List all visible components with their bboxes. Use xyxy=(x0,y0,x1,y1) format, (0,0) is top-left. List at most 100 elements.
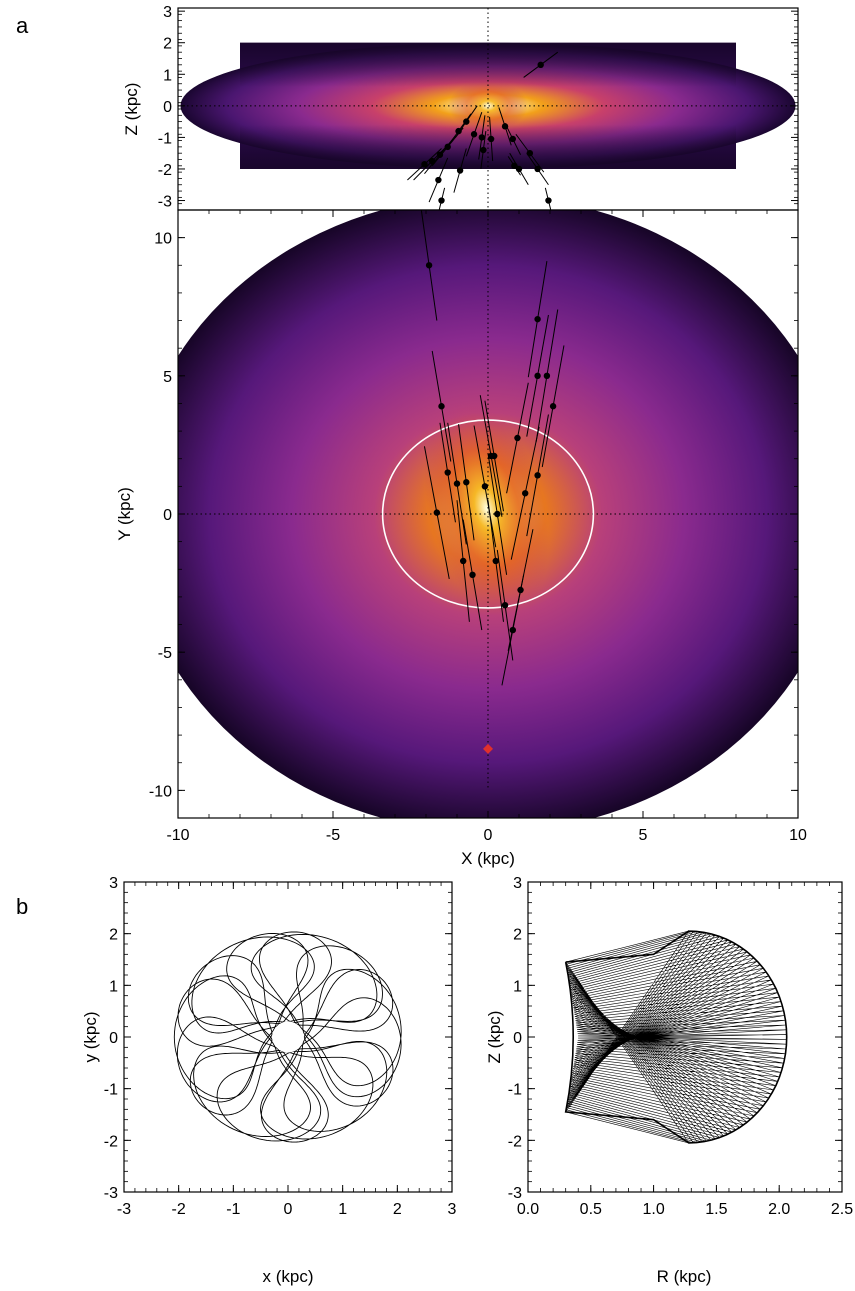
x-tick-label: 2 xyxy=(393,1201,402,1218)
data-point xyxy=(501,602,509,609)
x-tick-label: 2.5 xyxy=(831,1201,853,1218)
density-map-bar xyxy=(424,400,549,617)
x-tick-label: 1.5 xyxy=(705,1201,727,1218)
y-axis: 3 2 1 0 -1 -2 -3 xyxy=(158,4,798,211)
x-tick-label: 2.0 xyxy=(768,1201,790,1218)
panel-label-a: a xyxy=(16,13,29,38)
data-point xyxy=(444,143,451,151)
y-tick-label: 0 xyxy=(513,1030,522,1047)
edge-on-density-map xyxy=(180,42,796,169)
y-tick-label: 3 xyxy=(163,4,172,21)
data-point xyxy=(460,557,467,565)
x-tick-label: 1 xyxy=(338,1201,347,1218)
panel-a-main-face-on: -10 -5 0 5 10 10 5 0 -5 -10 X (kpc) Y (kpc) xyxy=(115,209,807,868)
data-point xyxy=(534,372,541,380)
data-point xyxy=(494,510,501,518)
y-tick-label: 1 xyxy=(513,978,522,995)
data-point xyxy=(453,480,461,487)
x-tick-label: -10 xyxy=(166,827,189,844)
data-point xyxy=(515,165,523,173)
data-point xyxy=(470,131,478,138)
data-point xyxy=(463,479,470,486)
y-tick-label: -1 xyxy=(104,1082,118,1099)
y-axis: 3 2 1 0 -1 -2 -3 xyxy=(104,875,452,1202)
data-point xyxy=(514,434,521,442)
data-point xyxy=(534,472,541,479)
x-tick-label: -3 xyxy=(117,1201,131,1218)
x-tick-label: 5 xyxy=(639,827,648,844)
y-tick-label: 1 xyxy=(109,978,118,995)
x-tick-label: -1 xyxy=(226,1201,240,1218)
data-point xyxy=(433,509,441,516)
data-point xyxy=(509,135,516,143)
y-axis-label: Z (kpc) xyxy=(122,83,141,136)
panel-b-left-orbit-xy: -3 -2 -1 0 1 2 3 3 2 1 0 -1 -2 -3 x (kpc) y (kpc) xyxy=(81,875,457,1286)
data-point xyxy=(534,315,541,323)
data-point xyxy=(438,403,445,410)
data-point xyxy=(501,123,509,130)
data-point xyxy=(444,469,451,476)
data-points xyxy=(420,210,565,686)
orbit-center-hole xyxy=(272,1021,304,1053)
orbit-trace xyxy=(564,930,788,1144)
data-point xyxy=(480,146,487,154)
y-axis-label: Z (kpc) xyxy=(485,1011,504,1064)
y-tick-label: -5 xyxy=(158,645,172,662)
panel-a-top-edge-on: 3 2 1 0 -1 -2 -3 Z (kpc) xyxy=(122,4,799,211)
data-point xyxy=(481,483,489,490)
x-axis-label: x (kpc) xyxy=(263,1267,314,1286)
x-axis-label: R (kpc) xyxy=(657,1267,712,1286)
data-point xyxy=(537,61,544,69)
data-point xyxy=(526,149,534,157)
y-tick-label: 10 xyxy=(154,231,172,248)
y-tick-label: 0 xyxy=(163,99,172,116)
x-tick-label: 0.0 xyxy=(517,1201,539,1218)
data-point xyxy=(421,161,428,168)
orbit-trace xyxy=(173,931,402,1143)
y-tick-label: -1 xyxy=(508,1082,522,1099)
data-point xyxy=(438,197,445,204)
x-tick-label: 3 xyxy=(448,1201,457,1218)
x-tick-label: 0 xyxy=(284,1201,293,1218)
x-axis-label: X (kpc) xyxy=(461,849,515,868)
data-point xyxy=(429,157,436,165)
orbit-crosshatch xyxy=(565,930,787,1144)
data-point xyxy=(469,571,476,578)
x-axis: -10 -5 0 5 10 xyxy=(166,210,807,844)
orbit-path xyxy=(173,931,402,1143)
data-point xyxy=(456,167,464,174)
panel-label-b: b xyxy=(16,894,28,919)
data-point xyxy=(534,165,541,173)
y-tick-label: -2 xyxy=(158,162,172,179)
y-tick-label: -10 xyxy=(149,783,172,800)
plot-frame xyxy=(527,881,843,1193)
data-point xyxy=(425,262,433,269)
data-point xyxy=(487,135,495,143)
data-point xyxy=(455,127,462,135)
x-tick-label: -5 xyxy=(326,827,340,844)
y-tick-label: 2 xyxy=(513,927,522,944)
y-tick-label: -3 xyxy=(508,1185,522,1202)
y-tick-label: -3 xyxy=(104,1185,118,1202)
x-tick-label: 0.5 xyxy=(580,1201,602,1218)
y-tick-label: 3 xyxy=(513,875,522,892)
x-axis: 0.0 0.5 1.0 1.5 2.0 2.5 xyxy=(517,882,853,1218)
data-point xyxy=(545,197,552,204)
orbit-envelope xyxy=(564,930,788,1144)
panel-b-right-orbit-rz: 0.0 0.5 1.0 1.5 2.0 2.5 3 2 1 0 -1 -2 -3 R (kpc) Z … xyxy=(485,875,853,1286)
y-tick-label: 0 xyxy=(109,1030,118,1047)
y-tick-label: 1 xyxy=(163,67,172,84)
y-tick-label: -2 xyxy=(104,1133,118,1150)
data-point xyxy=(543,372,551,380)
y-tick-label: -3 xyxy=(158,194,172,211)
y-tick-label: -2 xyxy=(508,1133,522,1150)
y-tick-label: 0 xyxy=(163,507,172,524)
y-tick-label: 2 xyxy=(163,36,172,53)
sun-marker xyxy=(483,743,493,754)
sun-diamond xyxy=(483,743,493,754)
y-axis-label: y (kpc) xyxy=(81,1012,100,1063)
y-axis: 10 5 0 -5 -10 xyxy=(149,209,798,819)
y-axis: 3 2 1 0 -1 -2 -3 xyxy=(508,875,842,1202)
data-point xyxy=(478,134,485,141)
